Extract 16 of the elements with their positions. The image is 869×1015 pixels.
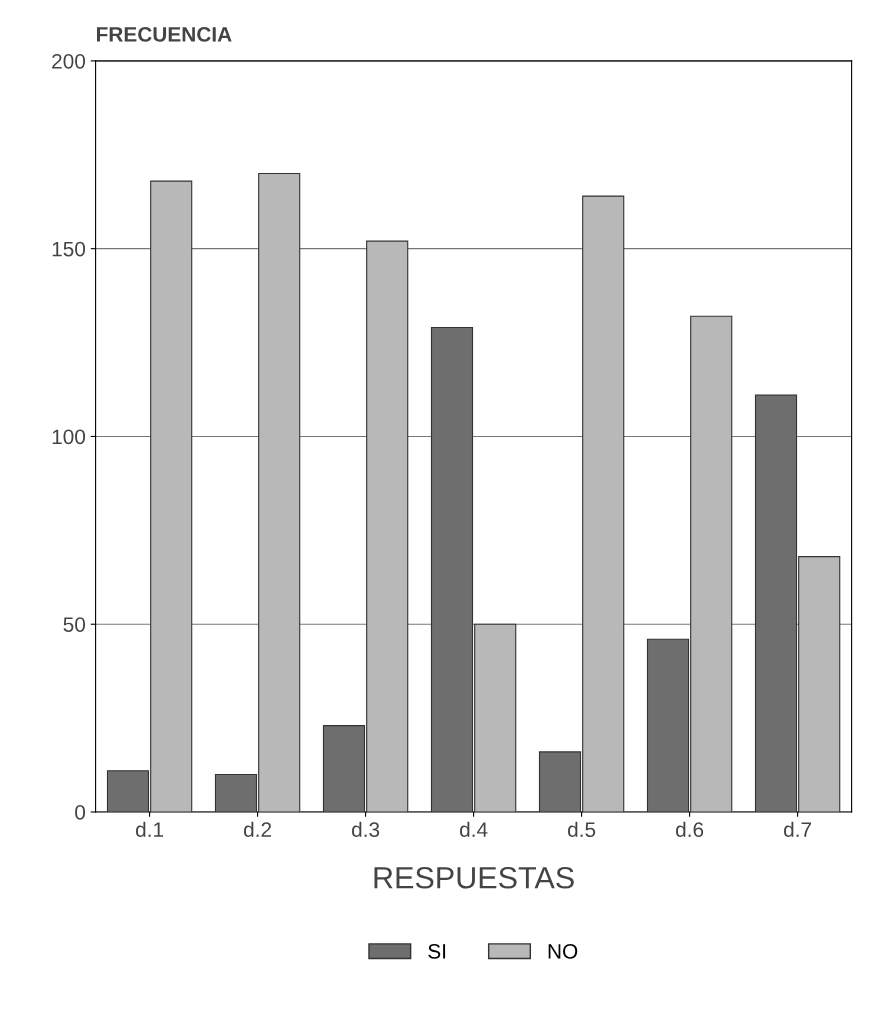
- y-tick-label: 150: [52, 241, 86, 257]
- x-tick-label: d.5: [568, 821, 596, 838]
- x-tick-label: d.3: [352, 821, 380, 838]
- x-tick-label: d.2: [243, 821, 272, 838]
- x-tick-label: d.4: [460, 821, 488, 838]
- x-tick-label: d.7: [784, 821, 812, 838]
- legend-label: SI: [428, 943, 446, 959]
- y-axis-title: FRECUENCIA: [96, 27, 232, 42]
- x-tick-label: d.6: [676, 821, 704, 838]
- y-tick-label: 200: [52, 53, 86, 69]
- x-tick-label: d.1: [135, 821, 164, 838]
- y-tick-label: 100: [52, 429, 86, 445]
- y-tick-label: 50: [63, 617, 86, 632]
- legend-label: NO: [548, 943, 578, 959]
- x-axis-title: RESPUESTAS: [374, 866, 574, 889]
- y-tick-label: 0: [75, 805, 86, 820]
